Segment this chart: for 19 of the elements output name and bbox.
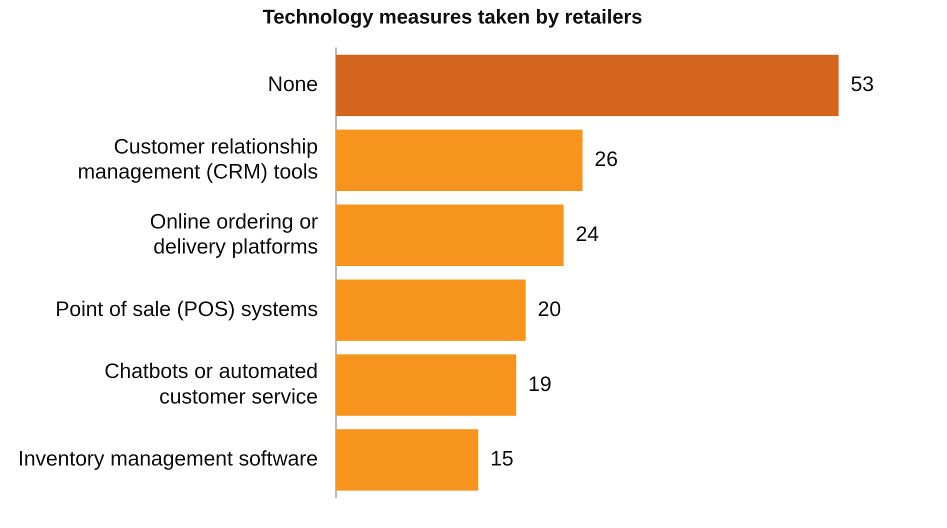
data-label: 20 bbox=[538, 298, 562, 321]
bar bbox=[336, 429, 478, 491]
y-tick-label: Inventory management software bbox=[18, 448, 318, 471]
bar bbox=[336, 354, 516, 416]
y-tick-label: Point of sale (POS) systems bbox=[55, 298, 318, 321]
bar bbox=[336, 54, 839, 116]
bar bbox=[336, 130, 583, 192]
chart-title: Technology measures taken by retailers bbox=[262, 6, 642, 29]
data-label: 26 bbox=[594, 148, 618, 172]
bar bbox=[336, 279, 526, 341]
y-tick-label: Customer relationship management (CRM) tools bbox=[78, 136, 318, 184]
bar bbox=[336, 204, 564, 266]
data-label: 15 bbox=[490, 448, 514, 471]
y-tick-label: None bbox=[268, 73, 318, 96]
y-tick-label: Chatbots or automated customer service bbox=[104, 360, 318, 408]
data-label: 53 bbox=[850, 73, 874, 96]
data-label: 19 bbox=[528, 372, 552, 396]
data-label: 24 bbox=[576, 223, 600, 246]
y-tick-label: Online ordering or delivery platforms bbox=[150, 210, 318, 259]
